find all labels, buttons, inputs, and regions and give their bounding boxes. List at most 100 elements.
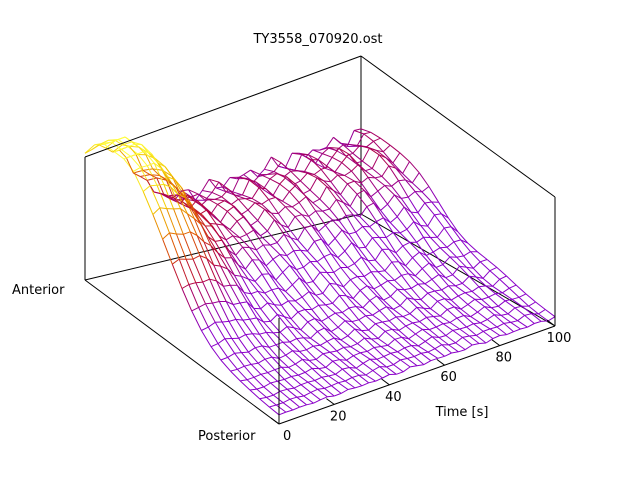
surface-line-position [135, 154, 144, 171]
surface-line-time [310, 337, 321, 346]
surface-line-position [438, 274, 446, 279]
surface-line-position [365, 168, 373, 172]
surface-line-time [471, 291, 483, 300]
surface-line-position [246, 229, 254, 235]
surface-line-position [388, 165, 396, 169]
surface-line-position [272, 183, 281, 197]
surface-line-time [413, 356, 425, 365]
surface-line-position [300, 249, 308, 252]
surface-line-time [348, 367, 360, 376]
surface-line-time [387, 344, 398, 353]
surface-line-time [279, 331, 291, 343]
surface-line-time [392, 232, 404, 247]
surface-line-time [399, 305, 411, 315]
surface-line-time [273, 219, 285, 235]
surface-line-position [144, 150, 152, 155]
surface-line-time [326, 340, 338, 352]
surface-line-position [123, 155, 131, 160]
surface-line-time [363, 133, 374, 142]
surface-line-position [256, 244, 264, 251]
surface-line-position [452, 328, 460, 331]
surface-line-time [452, 274, 463, 284]
surface-line-position [274, 366, 282, 371]
surface-line-position [411, 172, 420, 184]
surface-line-position [408, 333, 416, 340]
surface-line-time [340, 339, 351, 348]
surface-line-position [332, 219, 340, 222]
surface-line-time [288, 367, 299, 376]
surface-line-position [337, 174, 345, 176]
surface-line-position [220, 265, 228, 270]
surface-line-time [286, 255, 297, 270]
surface-line-time [406, 297, 418, 308]
surface-line-time [473, 323, 484, 332]
surface-line-time [376, 295, 387, 308]
surface-line-time [309, 189, 321, 200]
surface-line-time [237, 368, 248, 381]
surface-line-position [274, 219, 282, 226]
surface-line-position [377, 330, 386, 339]
surface-line-time [298, 277, 310, 292]
surface-line-position [249, 179, 257, 183]
surface-line-time [268, 406, 280, 416]
surface-line-time [335, 150, 347, 157]
surface-line-time [265, 265, 277, 281]
surface-line-position [334, 392, 342, 397]
surface-line-position [394, 336, 402, 340]
chart-title: TY3558_070920.ost [252, 32, 382, 47]
surface-line-position [388, 316, 397, 322]
surface-line-time [365, 170, 376, 179]
surface-line-time [301, 359, 313, 369]
surface-line-position [224, 200, 232, 205]
surface-line-time [200, 330, 212, 347]
surface-line-position [316, 256, 325, 263]
surface-line-time [294, 300, 306, 310]
surface-line-time [362, 362, 374, 371]
surface-line-position [424, 201, 432, 204]
surface-line-position [287, 168, 295, 171]
surface-line-position [315, 153, 323, 164]
surface-line-time [464, 292, 476, 300]
surface-line-time [264, 292, 275, 306]
surface-line-position [234, 274, 242, 277]
surface-line-position [459, 326, 467, 330]
surface-line-time [307, 381, 318, 390]
surface-line-time [469, 335, 480, 344]
surface-line-time [445, 277, 456, 287]
surface-line-time [307, 321, 318, 332]
surface-line-position [354, 180, 362, 184]
surface-line-time [408, 273, 419, 285]
surface-line-time [345, 295, 357, 307]
surface-line-time [415, 333, 426, 342]
surface-line-position [296, 266, 304, 271]
surface-line-position [407, 356, 415, 359]
surface-line-time [463, 255, 474, 269]
surface-line-position [306, 345, 314, 351]
surface-line-position [299, 349, 307, 352]
surface-line-time [289, 398, 301, 408]
surface-line-time [453, 306, 465, 316]
surface-line-position [494, 314, 502, 316]
surface-line-position [265, 258, 274, 267]
surface-line-position [351, 319, 359, 323]
surface-line-time [375, 323, 386, 332]
surface-line-time [276, 242, 288, 256]
surface-line-position [231, 257, 239, 266]
surface-line-time [376, 358, 387, 368]
surface-line-time [424, 202, 435, 216]
surface-line-position [302, 189, 311, 195]
surface-line-time [308, 216, 319, 232]
surface-line-position [287, 387, 295, 390]
x-tick-mark [436, 358, 445, 366]
surface-line-time [360, 256, 372, 273]
surface-line-position [311, 304, 319, 310]
surface-line-position [253, 174, 261, 183]
surface-line-position [447, 306, 455, 310]
surface-line-position [150, 184, 158, 187]
surface-line-position [315, 292, 323, 296]
surface-line-time [233, 274, 245, 293]
surface-line-time [218, 301, 230, 322]
surface-line-position [290, 311, 299, 320]
surface-line-position [270, 314, 278, 322]
surface-line-position [262, 345, 270, 348]
